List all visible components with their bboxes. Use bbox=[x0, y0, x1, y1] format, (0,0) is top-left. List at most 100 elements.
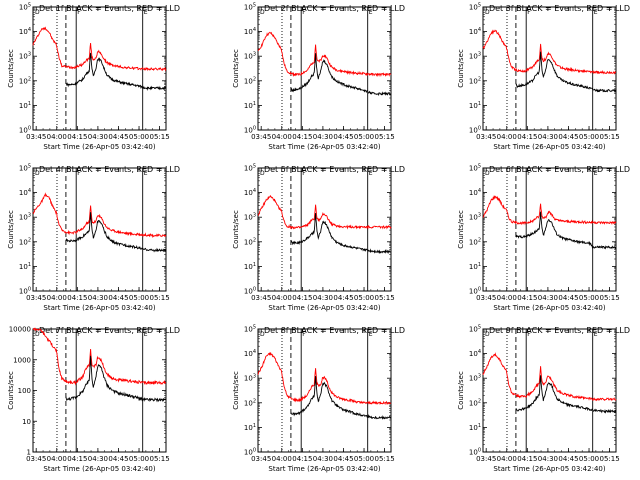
x-tick-label: 04:15 bbox=[517, 294, 537, 302]
x-tick-label: 05:15 bbox=[600, 294, 620, 302]
lld-series-line bbox=[482, 195, 617, 226]
y-tick-label: 104 bbox=[469, 27, 481, 36]
x-tick-label: 05:00 bbox=[354, 294, 374, 302]
x-tick-label: 05:15 bbox=[600, 133, 620, 141]
y-tick-label: 102 bbox=[19, 237, 31, 246]
x-tick-label: 04:45 bbox=[333, 294, 353, 302]
x-tick-label: 05:00 bbox=[129, 133, 149, 141]
x-tick-label: 04:30 bbox=[538, 294, 558, 302]
y-tick-label: 103 bbox=[244, 374, 256, 383]
y-tick-label: 103 bbox=[469, 374, 481, 383]
marker-label: E bbox=[144, 9, 148, 16]
x-tick-label: 04:15 bbox=[292, 133, 312, 141]
x-axis-label: Start Time (26-Apr-05 03:42:40) bbox=[268, 465, 380, 473]
panel-title: Det 8f BLACK = Events, RED = LLD bbox=[264, 326, 405, 335]
marker-label: D bbox=[260, 331, 265, 338]
y-tick-label: 100 bbox=[244, 448, 256, 457]
panel-title: Det 7f BLACK = Events, RED = LLD bbox=[39, 326, 180, 335]
events-series-line bbox=[290, 53, 392, 97]
y-tick-label: 105 bbox=[19, 164, 31, 173]
x-tick-label: 05:00 bbox=[579, 133, 599, 141]
detector-panel-6: Det 6f BLACK = Events, RED = LLD Counts/s… bbox=[457, 164, 630, 313]
marker-label: D bbox=[485, 9, 490, 16]
y-tick-label: 105 bbox=[469, 164, 481, 173]
detector-panel-8: Det 8f BLACK = Events, RED = LLD Counts/s… bbox=[232, 325, 405, 474]
y-tick-label: 1000 bbox=[13, 356, 31, 364]
x-axis-label: Start Time (26-Apr-05 03:42:40) bbox=[43, 143, 155, 151]
y-tick-label: 104 bbox=[244, 188, 256, 197]
x-tick-label: 04:30 bbox=[313, 294, 333, 302]
marker-label: D bbox=[35, 331, 40, 338]
detector-panel-7: Det 7f BLACK = Events, RED = LLD Counts/s… bbox=[7, 326, 180, 474]
panel-title: Det 3f BLACK = Events, RED = LLD bbox=[489, 4, 630, 13]
y-tick-label: 101 bbox=[469, 262, 481, 271]
panel-title: Det 9f BLACK = Events, RED = LLD bbox=[489, 326, 630, 335]
y-tick-label: 100 bbox=[19, 287, 31, 296]
events-series-line bbox=[290, 375, 392, 420]
y-axis-label: Counts/sec bbox=[457, 371, 465, 410]
x-tick-label: 04:30 bbox=[538, 133, 558, 141]
y-tick-label: 10000 bbox=[9, 326, 31, 334]
panel-title: Det 6f BLACK = Events, RED = LLD bbox=[489, 165, 630, 174]
x-tick-label: 05:00 bbox=[354, 455, 374, 463]
x-axis-label: Start Time (26-Apr-05 03:42:40) bbox=[43, 465, 155, 473]
events-series-line bbox=[65, 355, 167, 403]
marker-label: F bbox=[302, 9, 306, 16]
y-tick-label: 1 bbox=[27, 449, 31, 457]
marker-label: E bbox=[369, 331, 373, 338]
x-tick-label: 03:45 bbox=[251, 455, 271, 463]
panel-title: Det 2f BLACK = Events, RED = LLD bbox=[264, 4, 405, 13]
y-tick-label: 105 bbox=[244, 3, 256, 12]
y-tick-label: 100 bbox=[469, 448, 481, 457]
x-tick-label: 04:30 bbox=[88, 294, 108, 302]
panel-title: Det 1f BLACK = Events, RED = LLD bbox=[39, 4, 180, 13]
x-axis-label: Start Time (26-Apr-05 03:42:40) bbox=[268, 304, 380, 312]
y-tick-label: 102 bbox=[19, 76, 31, 85]
x-tick-label: 04:30 bbox=[538, 455, 558, 463]
y-tick-label: 103 bbox=[244, 52, 256, 61]
y-tick-label: 103 bbox=[19, 213, 31, 222]
y-axis-label: Counts/sec bbox=[457, 210, 465, 249]
y-tick-label: 104 bbox=[19, 188, 31, 197]
y-tick-label: 102 bbox=[469, 398, 481, 407]
y-tick-label: 104 bbox=[19, 27, 31, 36]
x-tick-label: 05:15 bbox=[375, 294, 395, 302]
marker-label: E bbox=[369, 9, 373, 16]
plot-frame bbox=[32, 6, 167, 131]
y-axis-label: Counts/sec bbox=[7, 49, 15, 88]
x-tick-label: 04:15 bbox=[292, 455, 312, 463]
panel-title: Det 4f BLACK = Events, RED = LLD bbox=[39, 165, 180, 174]
x-tick-label: 03:45 bbox=[476, 455, 496, 463]
x-tick-label: 04:15 bbox=[517, 133, 537, 141]
x-tick-label: 04:45 bbox=[108, 133, 128, 141]
y-tick-label: 102 bbox=[244, 398, 256, 407]
events-series-line bbox=[515, 375, 617, 414]
marker-label: F bbox=[77, 331, 81, 338]
y-tick-label: 100 bbox=[469, 126, 481, 135]
x-tick-label: 05:00 bbox=[129, 455, 149, 463]
events-series-line bbox=[515, 211, 617, 250]
x-tick-label: 04:15 bbox=[292, 294, 312, 302]
lld-series-line bbox=[257, 194, 392, 230]
y-tick-label: 105 bbox=[19, 3, 31, 12]
lld-series-line bbox=[257, 31, 392, 78]
detector-panel-9: Det 9f BLACK = Events, RED = LLD Counts/s… bbox=[457, 325, 630, 474]
x-tick-label: 03:45 bbox=[26, 133, 46, 141]
x-axis-label: Start Time (26-Apr-05 03:42:40) bbox=[493, 304, 605, 312]
marker-label: E bbox=[144, 170, 148, 177]
y-tick-label: 101 bbox=[19, 262, 31, 271]
x-tick-label: 03:45 bbox=[251, 294, 271, 302]
x-tick-label: 03:45 bbox=[26, 455, 46, 463]
y-tick-label: 100 bbox=[244, 126, 256, 135]
y-tick-label: 102 bbox=[244, 76, 256, 85]
x-axis-label: Start Time (26-Apr-05 03:42:40) bbox=[493, 143, 605, 151]
x-tick-label: 04:30 bbox=[88, 455, 108, 463]
y-tick-label: 103 bbox=[244, 213, 256, 222]
x-tick-label: 05:15 bbox=[375, 455, 395, 463]
events-series-line bbox=[65, 52, 167, 91]
marker-label: E bbox=[594, 331, 598, 338]
y-tick-label: 101 bbox=[244, 423, 256, 432]
detector-panel-1: Det 1f BLACK = Events, RED = LLD Counts/s… bbox=[7, 3, 180, 152]
x-tick-label: 04:45 bbox=[558, 455, 578, 463]
